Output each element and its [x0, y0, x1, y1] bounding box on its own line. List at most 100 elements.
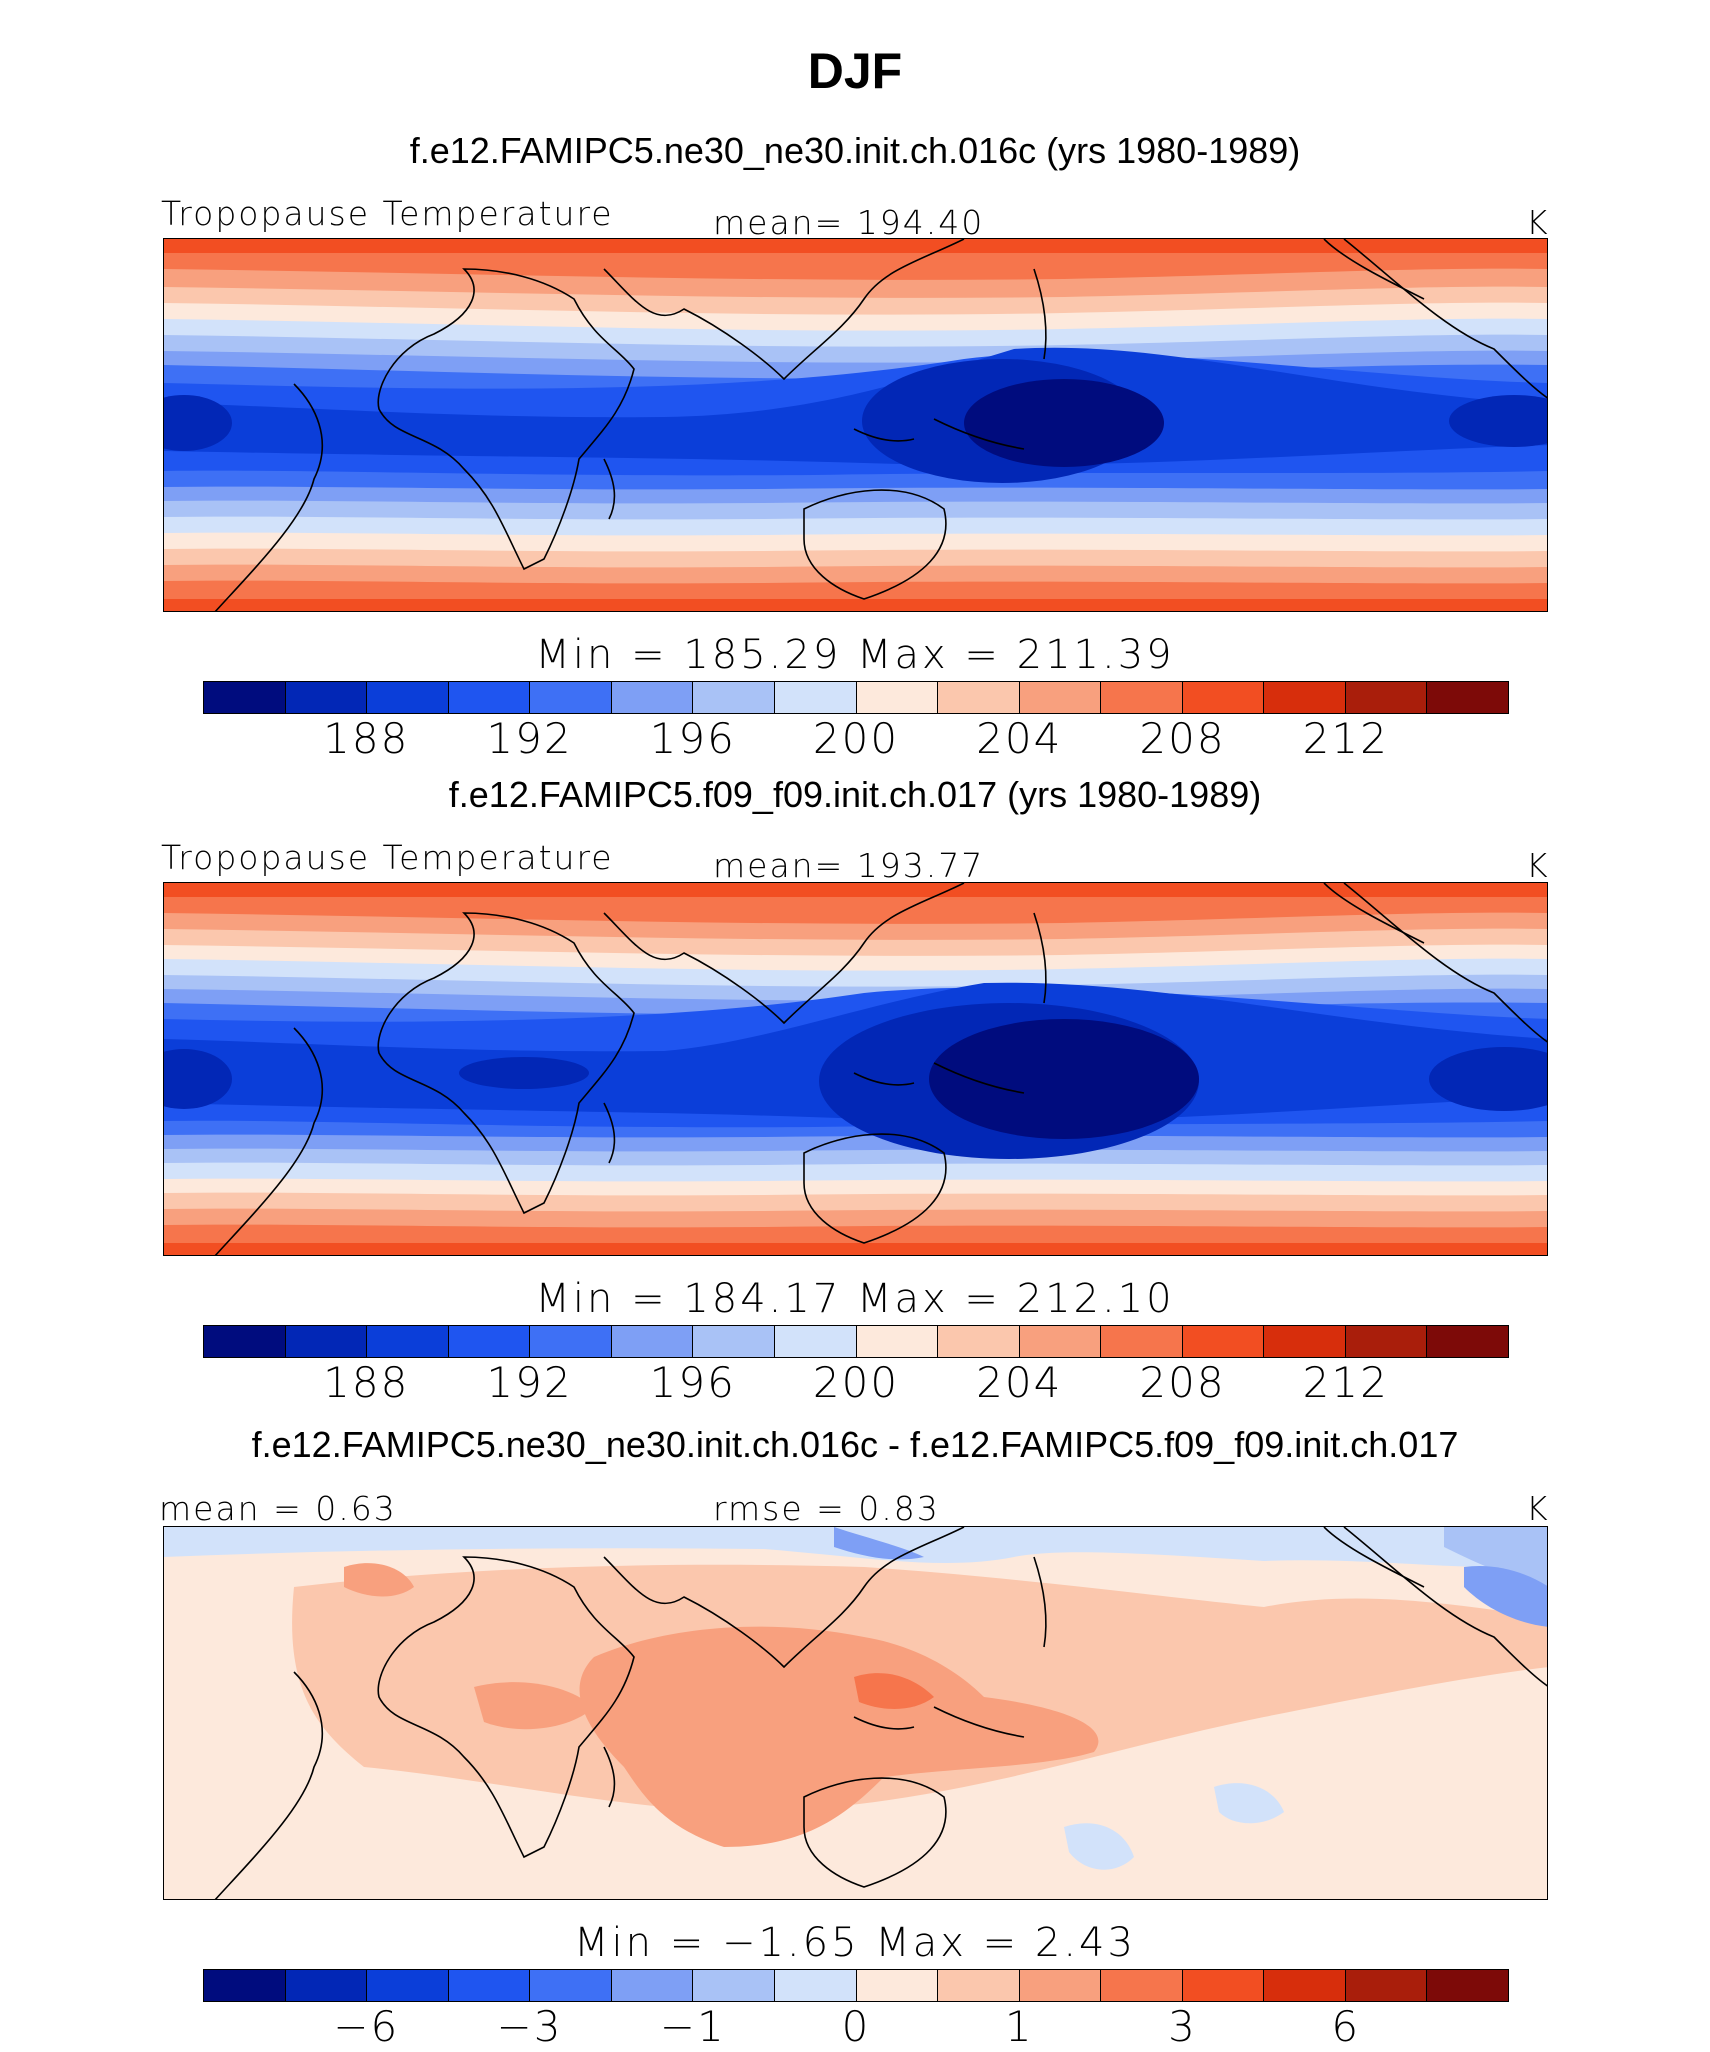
colorbar-0-box-2	[367, 682, 449, 713]
colorbar-0-tick-label: 192	[486, 714, 573, 763]
colorbar-0-box-0	[204, 682, 286, 713]
colorbar-1-box-5	[611, 1326, 694, 1357]
colorbar-1-tick-label: 212	[1302, 1358, 1389, 1407]
colorbar-1-tick-label: 192	[486, 1358, 573, 1407]
p1-east-low	[1449, 395, 1547, 447]
colorbar-2-box-4	[530, 1970, 612, 2001]
panel-3-colorbar-ticks: −6 −3 −1 0 1 3 6	[203, 2002, 1509, 2052]
colorbar-1-box-15	[1427, 1326, 1508, 1357]
colorbar-2-box-14	[1345, 1970, 1428, 2001]
p1-coastlines	[214, 239, 1547, 611]
colorbar-0-box-12	[1182, 682, 1265, 713]
colorbar-2-box-13	[1264, 1970, 1346, 2001]
colorbar-1-box-9	[938, 1326, 1020, 1357]
p2-low-center	[929, 1019, 1199, 1139]
p2-west-low	[164, 1049, 232, 1109]
colorbar-1-tick-label: 196	[649, 1358, 736, 1407]
colorbar-2-box-0	[204, 1970, 286, 2001]
colorbar-1-box-3	[448, 1326, 531, 1357]
p1-band-10	[164, 347, 1547, 465]
colorbar-2-box-11	[1101, 1970, 1183, 2001]
colorbar-1-box-1	[285, 1326, 368, 1357]
panel-1-colorbar	[203, 681, 1509, 714]
colorbar-0-box-6	[693, 682, 775, 713]
panel-1-variable-label: Tropopause Temperature	[161, 194, 614, 233]
p3-warm-peak	[854, 1673, 934, 1709]
colorbar-2-box-1	[285, 1970, 368, 2001]
colorbar-0-tick-label: 200	[812, 714, 900, 763]
panel-2-variable-label: Tropopause Temperature	[161, 838, 614, 877]
colorbar-2-box-15	[1427, 1970, 1508, 2001]
panel-2-colorbar	[203, 1325, 1509, 1358]
colorbar-2-box-12	[1182, 1970, 1265, 2001]
p3-coastlines	[214, 1527, 1547, 1899]
colorbar-1-box-13	[1264, 1326, 1346, 1357]
p3-north-cool-2	[1444, 1527, 1547, 1587]
panel-3-units-label: K	[1526, 1489, 1550, 1528]
colorbar-0-box-5	[611, 682, 694, 713]
colorbar-0-box-9	[938, 682, 1020, 713]
p3-cool-spot-2	[1214, 1783, 1284, 1824]
colorbar-0-box-15	[1427, 682, 1508, 713]
colorbar-1-tick-label: 204	[976, 1358, 1063, 1407]
panel-1-minmax: Min = 185.29 Max = 211.39	[535, 632, 1175, 678]
panel-2-map	[163, 882, 1548, 1256]
p3-north-cool-3	[834, 1527, 924, 1560]
panel-1-map	[163, 238, 1548, 612]
colorbar-0-box-3	[448, 682, 531, 713]
colorbar-2-tick-label: 3	[1168, 2002, 1197, 2051]
colorbar-2-box-5	[611, 1970, 694, 2001]
panel-3-map	[163, 1526, 1548, 1900]
p3-warm-3	[474, 1682, 594, 1730]
p1-west-low	[164, 395, 232, 451]
p3-cool-spot-1	[1064, 1823, 1134, 1870]
colorbar-0-box-13	[1264, 682, 1346, 713]
colorbar-1-box-11	[1101, 1326, 1183, 1357]
colorbar-2-box-6	[693, 1970, 775, 2001]
panel-3-rmse-label: rmse = 0.83	[713, 1489, 940, 1528]
p2-coastlines	[214, 883, 1547, 1255]
colorbar-1-box-7	[774, 1326, 857, 1357]
colorbar-2-tick-label: 1	[1004, 2002, 1034, 2051]
colorbar-0-box-10	[1019, 682, 1102, 713]
panel-3-mean-label: mean = 0.63	[159, 1489, 397, 1528]
colorbar-1-tick-label: 200	[812, 1358, 900, 1407]
colorbar-0-tick-label: 188	[323, 714, 410, 763]
colorbar-0-box-7	[774, 682, 857, 713]
figure-title: DJF	[807, 43, 903, 99]
panel-3-minmax: Min = −1.65 Max = 2.43	[574, 1920, 1136, 1966]
p3-cool-spot-3	[1464, 1566, 1547, 1627]
colorbar-1-tick-label: 208	[1139, 1358, 1226, 1407]
panel-2-minmax: Min = 184.17 Max = 212.10	[535, 1276, 1175, 1322]
panel-2-colorbar-ticks: 188 192 196 200 204 208 212	[203, 1358, 1509, 1408]
colorbar-2-box-7	[774, 1970, 857, 2001]
panel-3-colorbar	[203, 1969, 1509, 2002]
panel-1-case-title: f.e12.FAMIPC5.ne30_ne30.init.ch.016c (yr…	[409, 130, 1301, 171]
colorbar-2-box-8	[856, 1970, 939, 2001]
colorbar-2-box-9	[938, 1970, 1020, 2001]
colorbar-1-box-12	[1182, 1326, 1265, 1357]
p3-warm-4	[344, 1563, 414, 1597]
colorbar-2-tick-label: 6	[1331, 2002, 1361, 2051]
colorbar-0-tick-label: 204	[976, 714, 1063, 763]
colorbar-2-tick-label: −6	[333, 2002, 400, 2051]
colorbar-0-tick-label: 196	[649, 714, 736, 763]
colorbar-0-box-8	[856, 682, 939, 713]
colorbar-2-box-10	[1019, 1970, 1102, 2001]
colorbar-2-tick-label: −1	[659, 2002, 726, 2051]
colorbar-0-box-14	[1345, 682, 1428, 713]
colorbar-0-box-4	[530, 682, 612, 713]
panel-1-units-label: K	[1526, 203, 1550, 242]
colorbar-1-box-14	[1345, 1326, 1428, 1357]
panel-3-case-title: f.e12.FAMIPC5.ne30_ne30.init.ch.016c - f…	[251, 1424, 1459, 1465]
p2-east-low	[1429, 1047, 1547, 1111]
colorbar-2-box-3	[448, 1970, 531, 2001]
colorbar-1-box-8	[856, 1326, 939, 1357]
panel-1-colorbar-ticks: 188 192 196 200 204 208 212	[203, 714, 1509, 764]
p1-low-center	[964, 379, 1164, 467]
colorbar-0-tick-label: 212	[1302, 714, 1389, 763]
colorbar-0-box-1	[285, 682, 368, 713]
panel-2-case-title: f.e12.FAMIPC5.f09_f09.init.ch.017 (yrs 1…	[448, 774, 1262, 815]
colorbar-0-tick-label: 208	[1139, 714, 1226, 763]
colorbar-1-box-6	[693, 1326, 775, 1357]
